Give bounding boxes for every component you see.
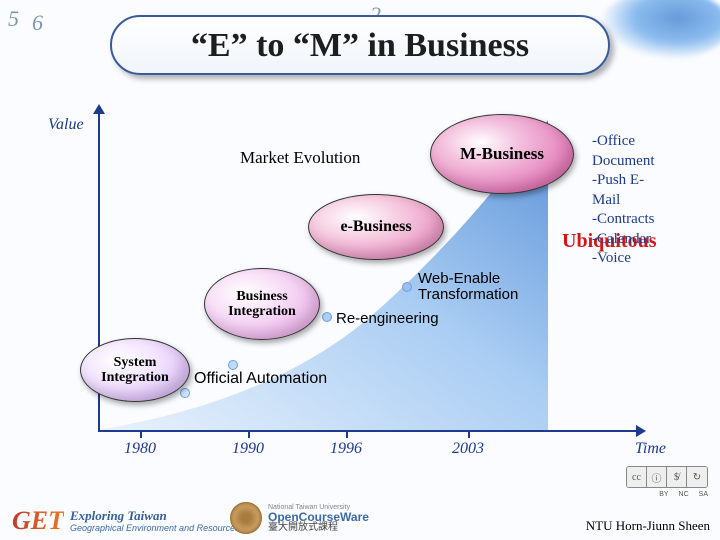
evolution-chart: Value Time 1980 1990 1996 2003 Market Ev…	[60, 100, 660, 460]
curve-dot	[322, 312, 332, 322]
m-business-bullets: -Office Document -Push E-Mail -Contracts…	[592, 132, 660, 269]
bubble-line: System	[114, 355, 157, 370]
tick-2003: 2003	[452, 440, 484, 458]
attribution: NTU Horn-Jiunn Sheen	[586, 518, 710, 534]
tick-1990: 1990	[232, 440, 264, 458]
cc-label: NC	[679, 491, 689, 498]
corner-graphic	[600, 0, 720, 60]
nc-icon: $̸	[667, 467, 687, 487]
get-title: Exploring Taiwan	[70, 508, 240, 524]
bubble-system-integration: System Integration	[80, 338, 190, 402]
bubble-line: Integration	[101, 370, 169, 385]
bg-num: 6	[32, 10, 43, 36]
slide-title: “E” to “M” in Business	[110, 15, 610, 75]
sa-icon: ↻	[687, 467, 707, 487]
annotation-official-automation: Official Automation	[194, 370, 327, 388]
bubble-business-integration: Business Integration	[204, 268, 320, 340]
tick-mark	[468, 430, 470, 438]
bullet-item: -Voice	[592, 249, 660, 269]
cc-icon: cc	[627, 467, 647, 487]
ocw-logo: National Taiwan University OpenCourseWar…	[230, 502, 369, 534]
bubble-line: Integration	[228, 304, 296, 319]
y-axis-arrow	[93, 104, 105, 114]
annotation-reengineering: Re-engineering	[336, 310, 439, 327]
bubble-line: M-Business	[460, 145, 544, 164]
tick-1996: 1996	[330, 440, 362, 458]
cc-labels: BY NC SA	[659, 491, 708, 498]
bullet-item: -Contracts	[592, 210, 660, 230]
cc-license-badge: cc ⓘ $̸ ↻	[626, 466, 708, 488]
x-axis-arrow	[636, 425, 646, 437]
ocw-zh: 臺大開放式課程	[268, 523, 369, 533]
ntu-seal-icon	[230, 502, 262, 534]
by-icon: ⓘ	[647, 467, 667, 487]
tick-1980: 1980	[124, 440, 156, 458]
bullet-item: -Push E-Mail	[592, 171, 660, 210]
curve-dot	[180, 388, 190, 398]
get-logo: GET Exploring Taiwan Geographical Enviro…	[12, 506, 240, 536]
annotation-web-enable: Web-Enable	[418, 270, 500, 287]
tick-mark	[248, 430, 250, 438]
bullet-item: -Calendar	[592, 230, 660, 250]
x-axis	[98, 430, 638, 432]
curve-dot	[228, 360, 238, 370]
cc-label: SA	[699, 491, 708, 498]
chart-subtitle: Market Evolution	[240, 148, 360, 168]
bubble-m-business: M-Business	[430, 114, 574, 194]
cc-label: BY	[659, 491, 668, 498]
curve-dot	[402, 282, 412, 292]
x-axis-label: Time	[635, 440, 666, 458]
bullet-item: -Office Document	[592, 132, 660, 171]
bubble-line: e-Business	[340, 218, 411, 236]
bubble-e-business: e-Business	[308, 194, 444, 260]
get-subtitle: Geographical Environment and Resources	[70, 524, 240, 534]
bubble-line: Business	[236, 289, 287, 304]
y-axis-label: Value	[48, 116, 84, 134]
tick-mark	[346, 430, 348, 438]
ocw-main: OpenCourseWare	[268, 511, 369, 523]
annotation-transformation: Transformation	[418, 286, 518, 303]
get-logo-mark: GET	[12, 506, 64, 536]
tick-mark	[140, 430, 142, 438]
bg-num: 5	[8, 6, 19, 32]
